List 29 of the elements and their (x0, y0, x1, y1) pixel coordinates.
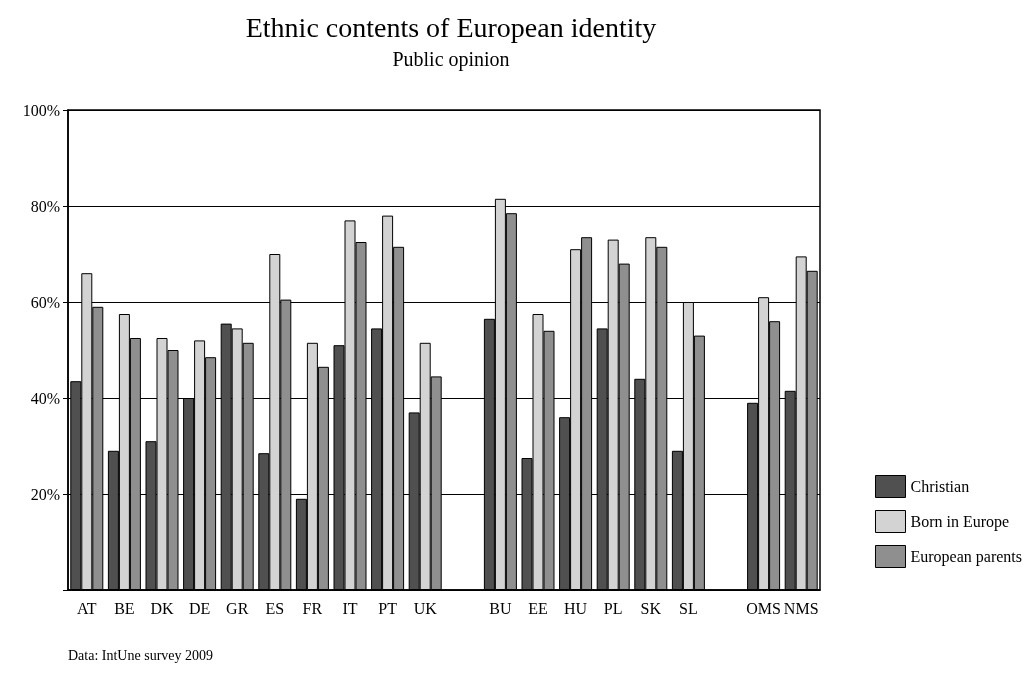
x-tick-label: FR (302, 599, 323, 617)
x-tick-label: SL (679, 599, 698, 617)
legend-label: Christian (910, 478, 970, 495)
x-tick-label: BE (114, 599, 135, 617)
x-tick-label: HU (564, 599, 588, 617)
x-tick-label: IT (342, 599, 358, 617)
x-tick-label: OMS (746, 599, 781, 617)
x-tick-label: SK (640, 599, 662, 617)
x-tick-label: EE (528, 599, 548, 617)
x-tick-label: AT (77, 599, 97, 617)
y-tick-label: 80% (30, 197, 60, 215)
y-tick-label: 20% (30, 485, 60, 503)
x-tick-label: PL (603, 599, 623, 617)
x-tick-label: ES (265, 599, 285, 617)
legend-label: Born in Europe (910, 513, 1010, 531)
chart-title: Ethnic contents of European identity (245, 11, 657, 43)
x-tick-label: PT (378, 599, 398, 617)
y-tick-label: 100% (22, 101, 60, 119)
x-tick-label: DE (188, 599, 211, 617)
x-tick-label: UK (413, 599, 438, 617)
legend-label: European parents (910, 548, 1023, 566)
y-tick-label: 60% (30, 293, 60, 311)
y-tick-label: 40% (30, 389, 60, 407)
text: Data: IntUne survey 2009 (68, 647, 214, 663)
x-tick-label: GR (226, 599, 249, 617)
x-tick-label: BU (489, 599, 512, 617)
chart-subtitle: Public opinion (392, 48, 510, 71)
x-tick-label: DK (150, 599, 174, 617)
x-tick-label: NMS (783, 599, 819, 617)
